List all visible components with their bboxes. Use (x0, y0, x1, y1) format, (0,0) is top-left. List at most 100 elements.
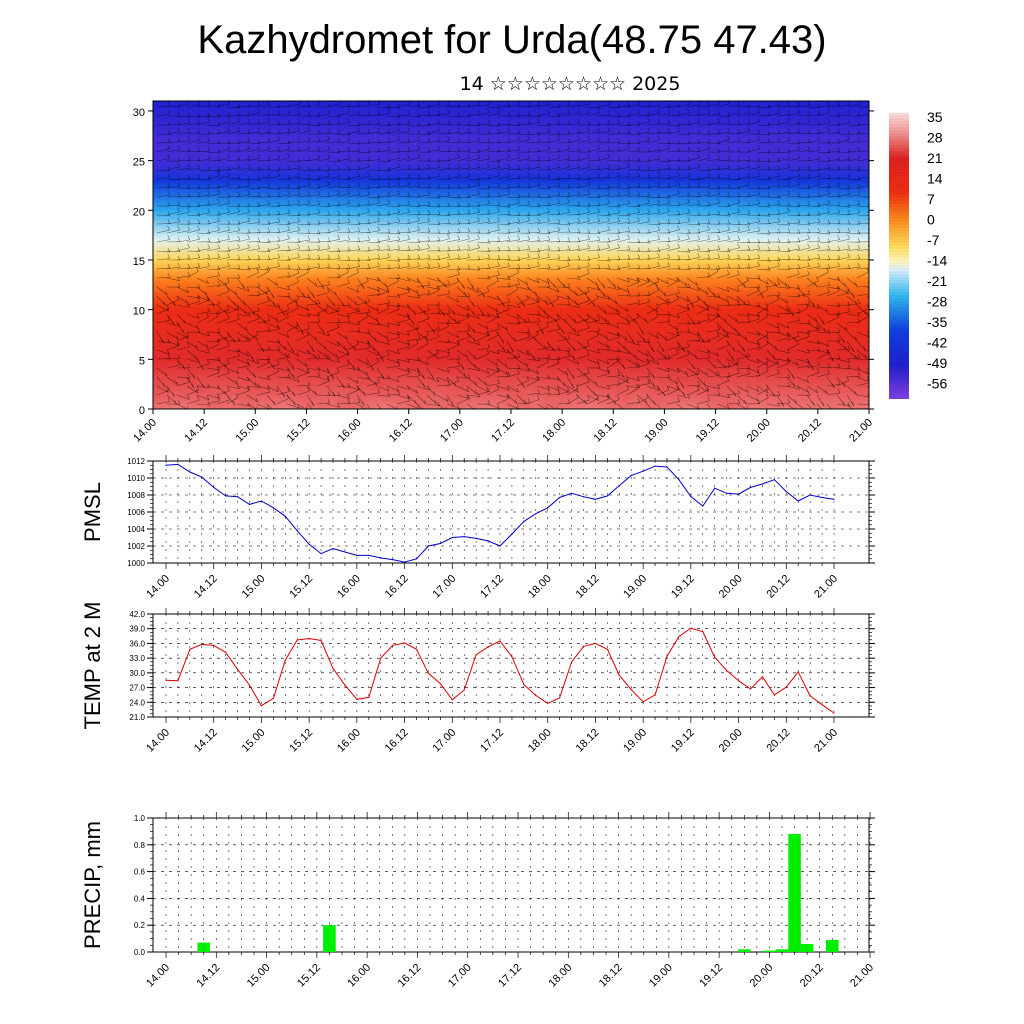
wind-barb (356, 267, 370, 270)
wind-barb (376, 394, 390, 397)
wind-barb (676, 367, 688, 376)
wind-barb (716, 229, 730, 234)
wind-barb-flag (387, 228, 391, 234)
wind-barb (396, 367, 410, 372)
wind-barb (156, 186, 170, 189)
x-tick-label: 15.00 (233, 417, 261, 445)
wind-barb-flag (624, 345, 627, 351)
wind-barb-flag (297, 253, 300, 258)
wind-barb (696, 223, 710, 225)
wind-barb-flag (327, 354, 331, 359)
wind-barb (566, 214, 581, 216)
wind-barb-flag (277, 338, 281, 343)
wind-barb-flag (446, 322, 450, 327)
wind-barb-flag (677, 343, 680, 348)
wind-barb (216, 331, 227, 341)
wind-barb-flag (576, 393, 579, 398)
wind-barb-flag (293, 400, 296, 406)
wind-barb-flag (587, 350, 590, 355)
wind-barb-flag (878, 391, 880, 395)
wind-barb-flag (447, 156, 451, 161)
wind-barb-flag (367, 200, 371, 205)
wind-barb-flag (537, 181, 541, 186)
wind-barb-flag (257, 211, 261, 216)
wind-barb (726, 247, 740, 252)
wind-barb-flag (747, 201, 751, 206)
wind-barb-flag (843, 382, 846, 388)
wind-barb-flag (277, 360, 280, 365)
wind-barb (356, 301, 370, 306)
wind-barb-flag (797, 192, 801, 197)
wind-barb-flag (865, 312, 869, 317)
wind-barb-flag (587, 244, 590, 249)
wind-barb (236, 403, 250, 407)
wind-barb-flag (516, 388, 519, 393)
wind-barb (686, 277, 698, 286)
wind-barb (246, 149, 260, 153)
wind-barb-flag (187, 101, 190, 105)
wind-barb (816, 373, 830, 378)
warm-cell (435, 339, 536, 409)
wind-barb (176, 139, 190, 144)
wind-barb-flag (547, 128, 551, 133)
wind-barb-flag (857, 190, 861, 196)
wind-barb-flag (357, 320, 361, 325)
wind-barb-flag (697, 147, 701, 152)
wind-barb (776, 167, 790, 171)
wind-barb (496, 157, 510, 162)
wind-barb (606, 194, 620, 198)
wind-barb-flag (593, 391, 597, 396)
wind-barb (426, 167, 440, 171)
wind-barb (206, 340, 220, 342)
wind-barb-flag (617, 164, 621, 170)
wind-barb (766, 213, 780, 216)
wind-barb-flag (727, 211, 731, 217)
wind-barb-flag (397, 321, 401, 326)
wind-barb-flag (477, 109, 481, 115)
wind-barb-flag (256, 314, 260, 319)
wind-barb (856, 214, 869, 216)
wind-barb (306, 349, 317, 359)
wind-barb-flag (497, 270, 500, 276)
wind-barb (436, 394, 449, 402)
wind-barb (506, 221, 520, 225)
wind-barb-flag (195, 344, 198, 349)
wind-barb-flag (597, 136, 601, 142)
wind-barb-flag (467, 234, 470, 240)
wind-barb (536, 232, 550, 235)
wind-barb (626, 358, 639, 367)
wind-barb (746, 148, 760, 153)
wind-barb-flag (877, 323, 879, 327)
wind-barb-flag (371, 366, 374, 371)
wind-barb (236, 277, 245, 289)
wind-barb-flag (336, 368, 340, 373)
wind-barb-flag (436, 377, 440, 383)
wind-barb (646, 223, 661, 225)
wind-barb-flag (337, 273, 341, 278)
wind-barb-flag (757, 283, 761, 289)
wind-barb-flag (507, 153, 510, 158)
wind-barb (396, 103, 410, 108)
wind-barb (466, 185, 480, 189)
wind-barb (386, 349, 400, 355)
wind-barb-flag (606, 368, 610, 373)
wind-barb-flag (226, 305, 230, 310)
wind-barb-flag (587, 262, 590, 267)
wind-barb-flag (747, 172, 751, 177)
wind-barb-flag (777, 101, 781, 106)
wind-barb (746, 318, 760, 324)
wind-barb-flag (637, 298, 641, 304)
wind-barb-flag (577, 331, 580, 337)
wind-barb (286, 214, 300, 216)
y-tick-label: 25 (133, 157, 145, 169)
wind-barb-flag (347, 227, 351, 233)
wind-barb-flag (825, 389, 828, 394)
wind-barb (396, 141, 410, 144)
wind-barb (776, 184, 790, 189)
wind-barb-flag (407, 154, 410, 159)
wind-barb-flag (325, 353, 328, 358)
wind-barb-flag (878, 273, 880, 277)
wind-barb-flag (677, 181, 681, 186)
wind-barb (656, 168, 670, 171)
wind-barb-flag (486, 349, 490, 354)
